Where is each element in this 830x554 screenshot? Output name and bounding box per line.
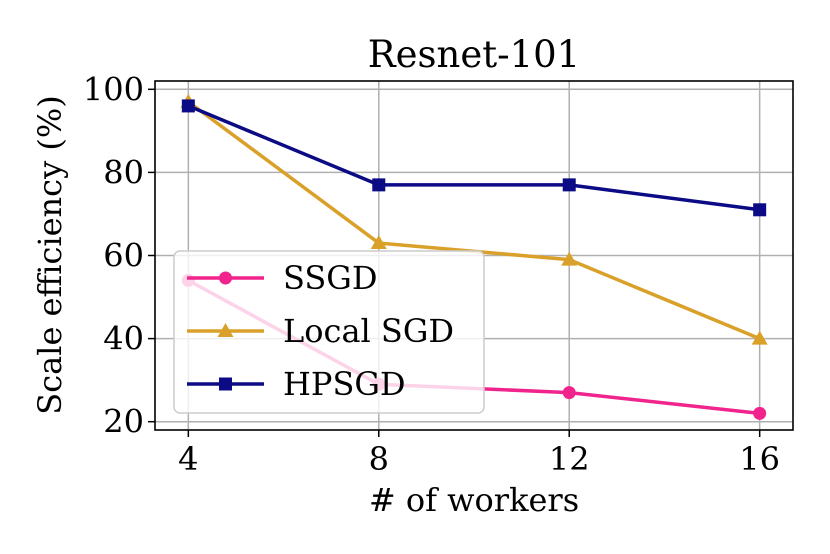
legend-item: HPSGD <box>187 365 406 403</box>
legend-label: Local SGD <box>283 312 454 350</box>
chart-title: Resnet-101 <box>368 33 580 76</box>
y-tick-label: 40 <box>103 320 144 358</box>
y-axis-label: Scale efficiency (%) <box>31 95 69 414</box>
legend-item: SSGD <box>187 259 378 297</box>
y-tick-label: 100 <box>83 70 144 108</box>
x-axis-label: # of workers <box>369 481 579 519</box>
x-tick-label: 4 <box>178 440 198 478</box>
x-tick-label: 12 <box>549 440 590 478</box>
y-tick-label: 60 <box>103 237 144 275</box>
data-point-hpsgd <box>753 203 767 217</box>
series-hpsgd <box>181 99 767 217</box>
data-point-local-sgd <box>370 235 387 250</box>
data-point-hpsgd <box>562 178 576 192</box>
data-point-local-sgd <box>751 330 768 345</box>
data-point-hpsgd <box>372 178 386 192</box>
legend-marker <box>217 323 234 337</box>
data-point-ssgd <box>753 406 767 420</box>
x-tick-label: 16 <box>739 440 780 478</box>
legend-label: SSGD <box>283 259 378 297</box>
data-point-local-sgd <box>561 251 578 266</box>
series-line-hpsgd <box>187 104 760 212</box>
data-point-hpsgd <box>181 99 195 113</box>
data-point-ssgd <box>562 386 576 400</box>
y-tick-label: 80 <box>103 153 144 191</box>
y-tick-label: 20 <box>103 403 144 441</box>
legend-box <box>173 250 485 414</box>
legend: SSGD Local SGD HPSGD <box>173 250 485 414</box>
legend-label: HPSGD <box>283 365 406 403</box>
legend-item: Local SGD <box>187 312 454 350</box>
legend-marker <box>219 377 232 391</box>
legend-marker <box>219 271 232 285</box>
axis-ticks: 4 8 12 16 20 40 60 80 100 <box>83 70 780 478</box>
x-tick-label: 8 <box>369 440 389 478</box>
